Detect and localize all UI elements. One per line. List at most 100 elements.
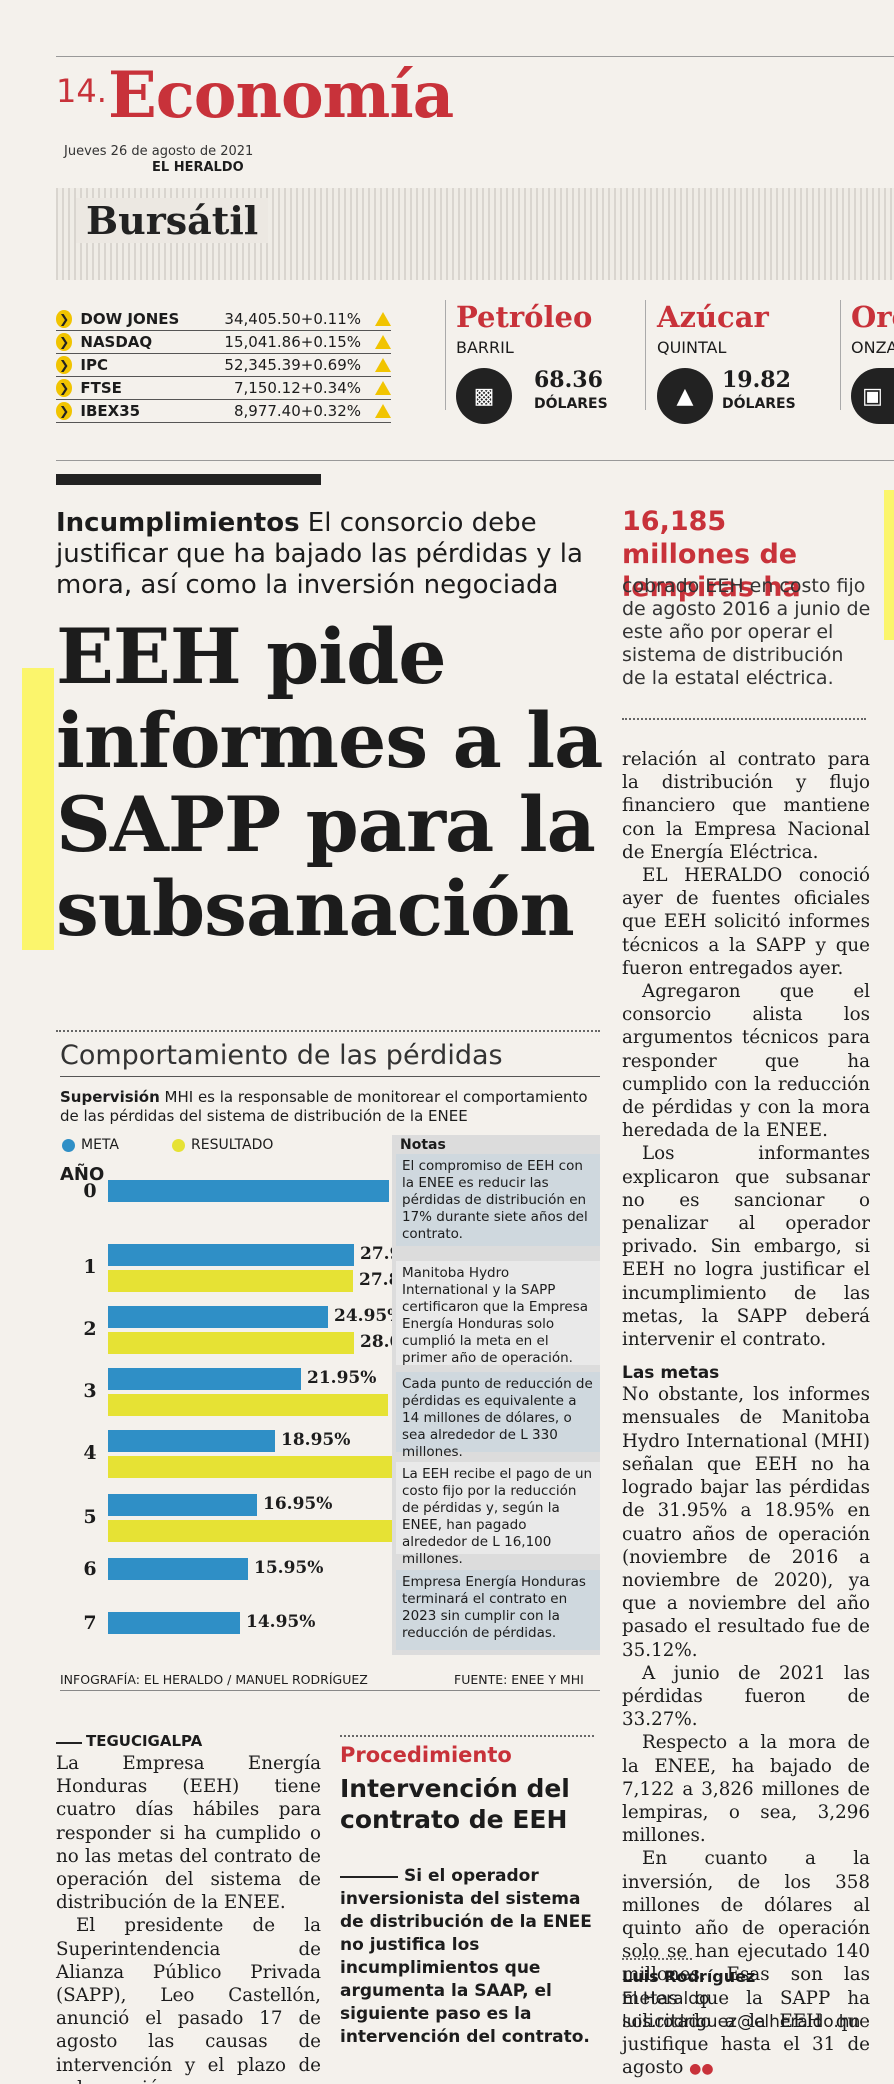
section-rule: [56, 460, 894, 461]
note: El compromiso de EEH con la ENEE es redu…: [396, 1154, 600, 1246]
meta-bar: [108, 1306, 328, 1328]
year-tick-label: 1: [83, 1256, 97, 1278]
up-arrow-icon: [375, 381, 391, 395]
stock-row: ❯ IPC 52,345.39 +0.69%: [56, 354, 391, 377]
year-tick-label: 0: [83, 1180, 97, 1202]
commodity-currency-oil: DÓLARES: [534, 396, 608, 412]
commodity-name-gold: Oro: [851, 300, 894, 334]
commodity-unit-sugar: QUINTAL: [657, 338, 727, 357]
paper-name: EL HERALDO: [152, 160, 244, 175]
end-mark-icon: ●●: [689, 2061, 714, 2078]
legend-result: RESULTADO: [172, 1137, 273, 1153]
paragraph: Los informantes explicaron que subsanar …: [622, 1143, 870, 1351]
chart-subtitle-label: Supervisión: [60, 1088, 160, 1106]
commodity-name-oil: Petróleo: [456, 300, 593, 334]
commodity-value-oil: 68.36: [534, 367, 603, 393]
paragraph: Respecto a la mora de la ENEE, ha bajado…: [622, 1732, 870, 1847]
year-tick-label: 7: [83, 1612, 97, 1634]
kicker-text: El consorcio debe justificar que ha baja…: [56, 508, 583, 600]
stat-highlight: 16,185 millones de lempiras ha: [622, 506, 801, 603]
chevron-right-icon: ❯: [56, 379, 73, 397]
commodity-unit-gold: ONZA: [851, 338, 894, 357]
stock-name: DOW JONES: [80, 310, 180, 328]
legend-result-swatch: [172, 1138, 185, 1152]
meta-bar: [108, 1180, 389, 1202]
bar-value-label: 16.95%: [263, 1494, 333, 1514]
commodity-currency-sugar: DÓLARES: [722, 396, 796, 412]
chart-subtitle-text: MHI es la responsable de monitorear el c…: [60, 1088, 588, 1125]
paragraph: En cuanto a la inversión, de los 358 mil…: [622, 1847, 870, 2081]
kicker-label: Incumplimientos: [56, 508, 300, 538]
procedure-rule: [340, 1876, 398, 1878]
legend-meta-swatch: [62, 1138, 75, 1152]
dotted-divider: [56, 1030, 600, 1032]
stock-row: ❯ NASDAQ 15,041.86 +0.15%: [56, 331, 391, 354]
meta-bar: [108, 1558, 248, 1580]
stock-change: +0.11%: [300, 310, 361, 328]
bar-value-label: 21.95%: [307, 1368, 377, 1388]
note: Cada punto de reducción de pérdidas es e…: [396, 1372, 600, 1460]
chart-title: Comportamiento de las pérdidas: [60, 1040, 503, 1071]
chart-source: FUENTE: ENEE Y MHI: [454, 1672, 584, 1687]
result-bar: [108, 1270, 353, 1292]
sugar-sack-icon: ▲: [657, 368, 713, 424]
chevron-right-icon: ❯: [56, 402, 73, 420]
chart-credit: INFOGRAFÍA: EL HERALDO / MANUEL RODRÍGUE…: [60, 1672, 368, 1687]
dateline-rule: [56, 1742, 82, 1744]
legend-result-label: RESULTADO: [191, 1137, 274, 1153]
year-axis-label: AÑO: [60, 1164, 105, 1185]
subhead: Las metas: [622, 1363, 720, 1384]
up-arrow-icon: [375, 404, 391, 418]
chart-title-rule: [60, 1076, 600, 1077]
column-1: La Empresa Energía Honduras (EEH) tiene …: [56, 1752, 321, 2084]
dateline: TEGUCIGALPA: [86, 1732, 203, 1750]
highlighter-mark: [22, 668, 54, 950]
legend-meta: META: [62, 1137, 119, 1153]
result-bar: [108, 1394, 388, 1416]
note: Manitoba Hydro International y la SAPP c…: [396, 1261, 600, 1366]
result-bar: [108, 1456, 417, 1478]
author-email[interactable]: luis.rodriguez@elheraldo.hn: [622, 2012, 861, 2032]
procedure-text: Si el operador inversionista del sistema…: [340, 1866, 592, 2047]
commodity-name-sugar: Azúcar: [657, 300, 769, 334]
meta-bar: [108, 1612, 240, 1634]
stock-row: ❯ DOW JONES 34,405.50 +0.11%: [56, 308, 391, 331]
stock-name: IBEX35: [80, 402, 141, 420]
meta-bar: [108, 1368, 301, 1390]
stock-change: +0.32%: [300, 402, 361, 420]
issue-date: Jueves 26 de agosto de 2021: [64, 144, 254, 159]
stock-price: 8,977.40: [233, 402, 301, 420]
stat-description: cobrado EEH en costo fijo de agosto 2016…: [622, 575, 871, 689]
bursatil-title: Bursátil: [76, 198, 269, 243]
paragraph: A junio de 2021 las pérdidas fueron de 3…: [622, 1662, 870, 1731]
stock-name: IPC: [80, 356, 108, 374]
legend-meta-label: META: [81, 1137, 119, 1153]
byline: Luis Rodríguez El Heraldo luis.rodriguez…: [622, 1965, 860, 2034]
bar-value-label: 18.95%: [281, 1430, 351, 1450]
divider: [840, 300, 841, 410]
paragraph: relación al contrato para la distribució…: [622, 749, 870, 863]
result-bar: [108, 1332, 354, 1354]
top-rule: [56, 56, 894, 57]
bar-value-label: 14.95%: [246, 1612, 316, 1632]
stock-name: NASDAQ: [80, 333, 153, 351]
gold-bar-icon: ▣: [851, 368, 894, 424]
year-tick-label: 3: [83, 1380, 97, 1402]
meta-bar: [108, 1494, 257, 1516]
stock-price: 7,150.12: [233, 379, 301, 397]
year-tick-label: 2: [83, 1318, 97, 1340]
chevron-right-icon: ❯: [56, 333, 73, 351]
stock-price: 34,405.50: [224, 310, 301, 328]
stock-change: +0.15%: [300, 333, 361, 351]
section-title: Economía: [108, 58, 454, 133]
stock-row: ❯ FTSE 7,150.12 +0.34%: [56, 377, 391, 400]
bar-value-label: 24.95%: [334, 1306, 404, 1326]
chevron-right-icon: ❯: [56, 356, 73, 374]
dotted-divider: [622, 1958, 692, 1960]
notes-title: Notas: [400, 1137, 446, 1153]
procedure-label: Procedimiento: [340, 1743, 512, 1767]
bar-value-label: 15.95%: [254, 1558, 324, 1578]
stock-price: 15,041.86: [224, 333, 301, 351]
dotted-divider: [622, 718, 866, 720]
procedure-title: Intervención del contrato de EEH: [340, 1774, 570, 1834]
